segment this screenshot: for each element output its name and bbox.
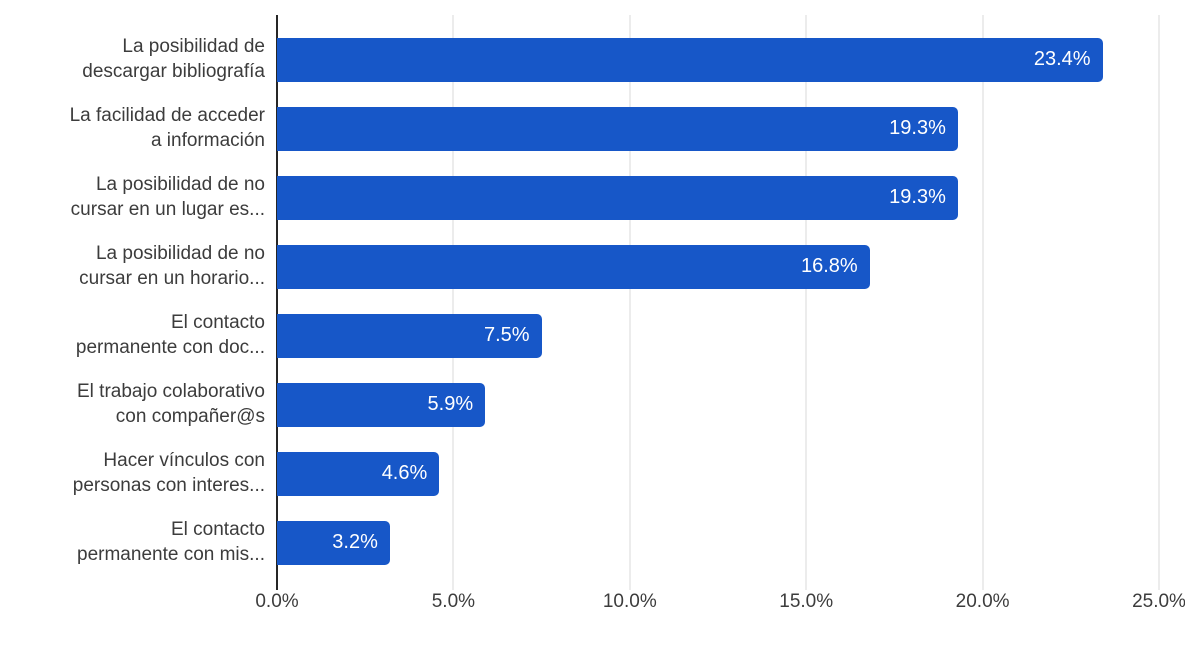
bar-track: 19.3% <box>277 94 1159 163</box>
bar-track: 5.9% <box>277 370 1159 439</box>
bar-value-label: 19.3% <box>889 186 946 208</box>
bar: 16.8% <box>277 244 870 289</box>
gridline <box>982 15 984 590</box>
category-label-line: cursar en un lugar es... <box>70 198 265 220</box>
category-label-line: La facilidad de acceder <box>69 105 265 127</box>
bar-value-label: 4.6% <box>381 462 428 484</box>
bar: 3.2% <box>277 520 390 565</box>
x-tick-label: 25.0% <box>1132 591 1185 612</box>
bar: 19.3% <box>277 106 958 151</box>
x-tick-label: 20.0% <box>955 591 1010 612</box>
category-label: El trabajo colaborativo con compañer@s <box>0 380 265 428</box>
bar-row: La posibilidad de no cursar en un lugar e… <box>0 163 1185 232</box>
bar-track: 3.2% <box>277 508 1159 577</box>
gridline <box>1158 15 1160 590</box>
bar-value-label: 5.9% <box>427 393 474 415</box>
bar-row: La facilidad de acceder a información 19.3… <box>0 94 1185 163</box>
x-tick-label: 15.0% <box>779 591 834 612</box>
bar-row: La posibilidad de descargar bibliografía 2… <box>0 25 1185 94</box>
bar-track: 16.8% <box>277 232 1159 301</box>
bar-value-label: 19.3% <box>889 117 946 139</box>
y-axis-line <box>276 15 278 590</box>
bar-rows: La posibilidad de descargar bibliografía 2… <box>0 25 1185 577</box>
category-label-line: con compañer@s <box>115 405 265 427</box>
category-label-line: personas con interes... <box>72 474 265 496</box>
bar-track: 7.5% <box>277 301 1159 370</box>
gridline <box>452 15 454 590</box>
category-label-line: cursar en un horario... <box>79 267 265 289</box>
category-label: El contacto permanente con mis... <box>0 518 265 566</box>
category-label-line: a información <box>150 129 265 151</box>
category-label: La facilidad de acceder a información <box>0 104 265 152</box>
category-label-line: permanente con doc... <box>75 336 265 358</box>
bar-row: El trabajo colaborativo con compañer@s 5.9… <box>0 370 1185 439</box>
category-label-line: La posibilidad de no <box>95 243 265 265</box>
gridline <box>629 15 631 590</box>
bar-value-label: 23.4% <box>1033 48 1091 70</box>
bar-row: La posibilidad de no cursar en un horario… <box>0 232 1185 301</box>
category-label-line: La posibilidad de <box>122 36 265 58</box>
bar: 4.6% <box>277 451 440 496</box>
category-label: La posibilidad de no cursar en un lugar e… <box>0 173 265 221</box>
bar-value-label: 16.8% <box>800 255 858 277</box>
category-label-line: El contacto <box>171 519 265 541</box>
category-label-line: descargar bibliografía <box>82 60 265 82</box>
bar-track: 19.3% <box>277 163 1159 232</box>
bar-track: 23.4% <box>277 25 1159 94</box>
category-label: Hacer vínculos con personas con interes..… <box>0 449 265 497</box>
bar: 7.5% <box>277 313 542 358</box>
bar-value-label: 3.2% <box>332 531 378 553</box>
category-label-line: permanente con mis... <box>77 543 265 565</box>
category-label-line: El trabajo colaborativo <box>77 381 265 403</box>
category-label-line: El contacto <box>171 312 265 334</box>
bar: 5.9% <box>277 382 486 427</box>
bar-track: 4.6% <box>277 439 1159 508</box>
plot-area <box>276 15 1160 590</box>
gridline <box>805 15 807 590</box>
bar: 23.4% <box>277 37 1103 82</box>
x-tick-label: 5.0% <box>431 591 476 612</box>
bar-value-label: 7.5% <box>484 324 530 346</box>
bar-row: Hacer vínculos con personas con interes..… <box>0 439 1185 508</box>
category-label-line: Hacer vínculos con <box>103 450 265 472</box>
category-label: El contacto permanente con doc... <box>0 311 265 359</box>
bar-row: El contacto permanente con doc... 7.5% <box>0 301 1185 370</box>
x-axis-ticks: 0.0% 5.0% 10.0% 15.0% 20.0% 25.0% <box>255 591 1185 617</box>
x-tick-label: 10.0% <box>602 591 657 612</box>
category-label: La posibilidad de no cursar en un horario… <box>0 242 265 290</box>
x-tick-label: 0.0% <box>255 591 299 612</box>
bar: 19.3% <box>277 175 958 220</box>
category-label-line: La posibilidad de no <box>95 174 265 196</box>
bar-row: El contacto permanente con mis... 3.2% <box>0 508 1185 577</box>
category-label: La posibilidad de descargar bibliografía <box>0 35 265 83</box>
